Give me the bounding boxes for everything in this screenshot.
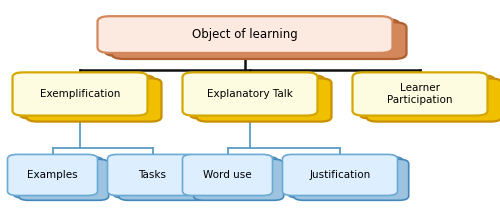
FancyBboxPatch shape bbox=[366, 78, 500, 122]
FancyBboxPatch shape bbox=[18, 159, 108, 200]
FancyBboxPatch shape bbox=[294, 159, 408, 200]
FancyBboxPatch shape bbox=[13, 157, 103, 198]
FancyBboxPatch shape bbox=[196, 78, 332, 122]
FancyBboxPatch shape bbox=[182, 72, 318, 116]
FancyBboxPatch shape bbox=[282, 154, 398, 195]
FancyBboxPatch shape bbox=[352, 72, 488, 116]
Text: Word use: Word use bbox=[203, 170, 252, 180]
FancyBboxPatch shape bbox=[26, 78, 162, 122]
FancyBboxPatch shape bbox=[113, 157, 203, 198]
FancyBboxPatch shape bbox=[8, 154, 98, 195]
FancyBboxPatch shape bbox=[190, 75, 324, 119]
Text: Learner
Participation: Learner Participation bbox=[387, 83, 453, 105]
FancyBboxPatch shape bbox=[98, 16, 393, 53]
Text: Tasks: Tasks bbox=[138, 170, 166, 180]
FancyBboxPatch shape bbox=[288, 157, 403, 198]
Text: Examples: Examples bbox=[27, 170, 78, 180]
FancyBboxPatch shape bbox=[188, 157, 278, 198]
Text: Explanatory Talk: Explanatory Talk bbox=[207, 89, 293, 99]
FancyBboxPatch shape bbox=[118, 159, 208, 200]
FancyBboxPatch shape bbox=[104, 19, 400, 56]
FancyBboxPatch shape bbox=[360, 75, 494, 119]
FancyBboxPatch shape bbox=[20, 75, 154, 119]
FancyBboxPatch shape bbox=[194, 159, 284, 200]
Text: Justification: Justification bbox=[310, 170, 370, 180]
FancyBboxPatch shape bbox=[182, 154, 272, 195]
Text: Exemplification: Exemplification bbox=[40, 89, 120, 99]
FancyBboxPatch shape bbox=[12, 72, 147, 116]
Text: Object of learning: Object of learning bbox=[192, 28, 298, 41]
FancyBboxPatch shape bbox=[112, 22, 406, 59]
FancyBboxPatch shape bbox=[108, 154, 198, 195]
